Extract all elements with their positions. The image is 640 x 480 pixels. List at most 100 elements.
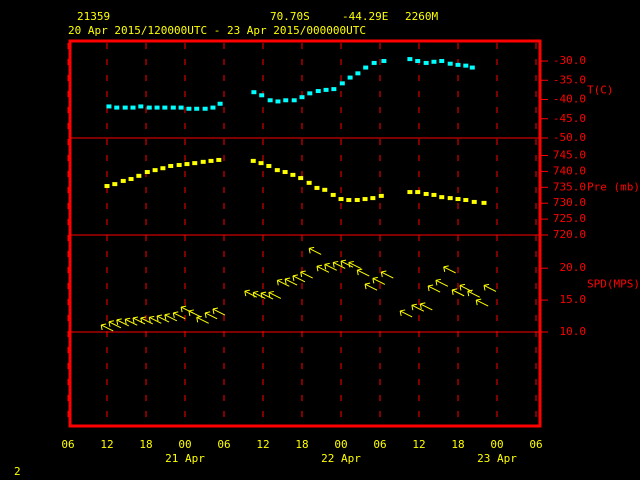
y-tick-label: 15.0 <box>560 293 587 306</box>
data-point <box>267 98 273 103</box>
x-tick-label: 12 <box>100 438 113 451</box>
data-point <box>186 106 192 111</box>
data-point <box>463 63 469 68</box>
data-point <box>415 190 421 195</box>
wind-arrow <box>467 289 480 298</box>
y-tick-label: -35.0 <box>553 73 586 86</box>
longitude: -44.29E <box>342 10 388 23</box>
wind-arrow <box>204 311 218 320</box>
wind-arrow <box>212 307 226 316</box>
data-point <box>306 180 312 185</box>
y-tick-label: 20.0 <box>560 261 587 274</box>
period: 20 Apr 2015/120000UTC - 23 Apr 2015/0000… <box>68 24 366 37</box>
data-point <box>259 93 265 98</box>
data-point <box>471 199 477 204</box>
wind-arrow <box>124 317 138 326</box>
wind-arrow <box>332 260 346 269</box>
wind-arrow <box>451 288 465 297</box>
data-point <box>194 106 200 111</box>
y-tick-label: 740.0 <box>553 164 586 177</box>
data-point <box>370 196 376 201</box>
y-tick-label: -40.0 <box>553 93 586 106</box>
wind-arrow <box>356 268 370 277</box>
y-tick-label: 10.0 <box>560 325 587 338</box>
data-point <box>136 173 142 178</box>
plot-frame <box>68 39 542 428</box>
data-point <box>354 198 360 203</box>
wind-arrow <box>411 303 425 312</box>
wind-arrow <box>244 289 258 298</box>
data-point <box>160 166 166 171</box>
wind-arrow <box>196 315 209 324</box>
data-point <box>154 105 160 110</box>
data-point <box>330 192 336 197</box>
date-label: 22 Apr <box>321 452 361 465</box>
data-point <box>322 187 328 192</box>
y-tick-label: -45.0 <box>553 112 586 125</box>
wind-arrow <box>443 265 456 274</box>
data-point <box>251 90 257 95</box>
wind-arrow <box>164 313 178 322</box>
y-tick-label: 745.0 <box>553 148 586 161</box>
data-point <box>144 170 150 175</box>
wind-arrow <box>435 278 449 287</box>
data-point <box>120 178 126 183</box>
data-point <box>128 177 134 182</box>
x-tick-label: 12 <box>412 438 425 451</box>
data-point <box>146 105 152 110</box>
data-point <box>176 163 182 168</box>
wind-arrow <box>148 315 162 324</box>
data-point <box>184 162 190 167</box>
data-point <box>250 158 256 163</box>
wind-arrow <box>156 314 170 323</box>
y-tick-label: 720.0 <box>553 228 586 241</box>
data-point <box>431 59 437 64</box>
wind-arrow <box>108 320 122 329</box>
x-tick-label: 12 <box>256 438 269 451</box>
data-point <box>381 59 387 64</box>
x-tick-label: 00 <box>178 438 191 451</box>
wind-arrow <box>140 316 154 325</box>
data-point <box>291 98 297 103</box>
data-point <box>130 105 136 110</box>
data-point <box>439 59 445 64</box>
data-point <box>217 101 223 106</box>
data-point <box>216 157 222 162</box>
wind-arrow <box>308 246 322 255</box>
x-tick-label: 00 <box>334 438 347 451</box>
wind-arrow <box>324 262 337 271</box>
data-point <box>407 57 413 62</box>
wind-arrow <box>268 290 282 299</box>
data-point <box>331 87 337 92</box>
data-point <box>338 197 344 202</box>
wind-arrow <box>116 318 129 327</box>
data-point <box>371 60 377 65</box>
wind-arrow <box>364 282 378 291</box>
data-point <box>106 104 112 109</box>
station-id: 21359 <box>77 10 110 23</box>
data-point <box>447 196 453 201</box>
x-tick-label: 18 <box>451 438 464 451</box>
data-point <box>362 197 368 202</box>
x-tick-label: 06 <box>61 438 74 451</box>
data-point <box>266 163 272 168</box>
y-tick-label: 725.0 <box>553 212 586 225</box>
data-point <box>455 197 461 202</box>
data-point <box>423 191 429 196</box>
data-point <box>431 192 437 197</box>
wind-arrow <box>172 311 186 320</box>
data-point <box>202 106 208 111</box>
data-point <box>122 105 128 110</box>
data-point <box>274 168 280 173</box>
date-label: 21 Apr <box>165 452 205 465</box>
data-point <box>314 185 320 190</box>
wind-arrow <box>252 290 266 299</box>
page-number: 2 <box>14 465 21 478</box>
data-point <box>192 161 198 166</box>
x-tick-label: 06 <box>217 438 230 451</box>
data-point <box>423 60 429 65</box>
wind-arrow <box>100 323 114 332</box>
wind-arrow <box>380 270 394 279</box>
